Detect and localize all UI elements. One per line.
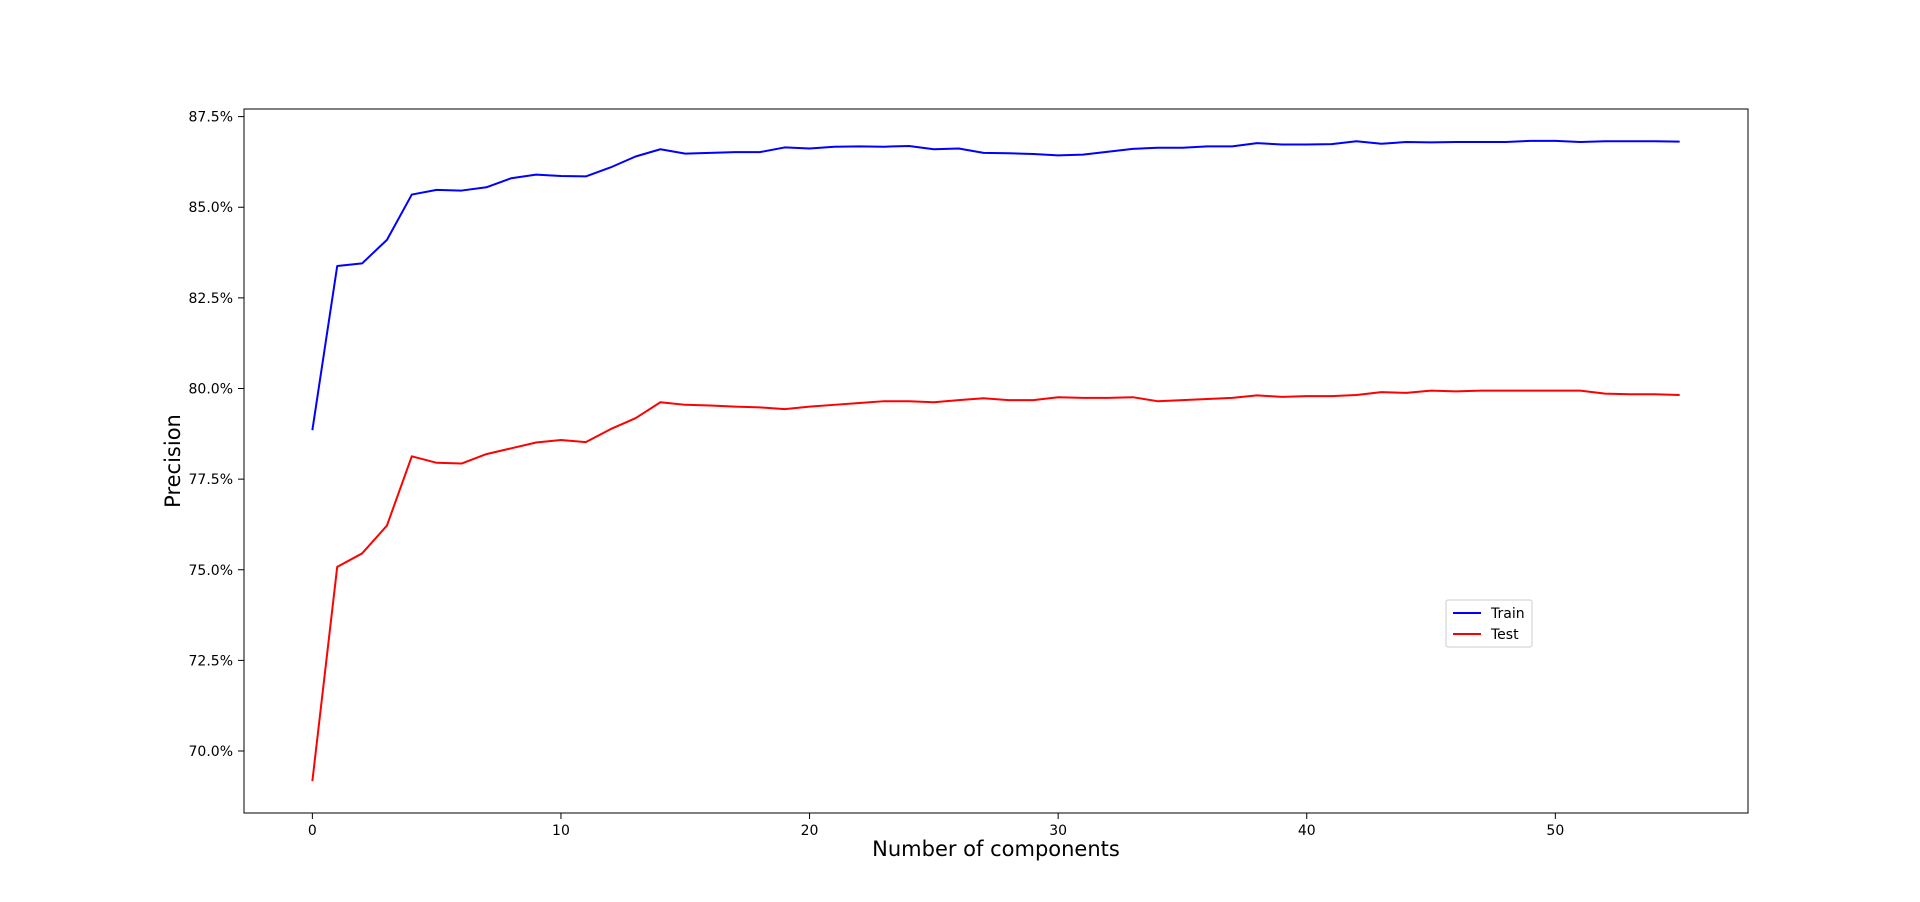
y-tick-label: 70.0%	[189, 744, 233, 760]
x-axis-label: Number of components	[872, 837, 1120, 861]
x-tick-label: 30	[1049, 823, 1067, 839]
legend-box	[1445, 599, 1533, 648]
series-line-test	[311, 389, 1680, 782]
x-tick-label: 10	[552, 823, 570, 839]
legend-test-label: Test	[1490, 627, 1519, 643]
series-line-train	[311, 139, 1680, 431]
y-axis-ticks: 70.0% 72.5% 75.0% 77.5% 80.0% 82.5% 85.0% 87.5%	[189, 110, 244, 760]
y-axis-label: Precision	[161, 414, 185, 508]
x-tick-label: 40	[1298, 823, 1316, 839]
legend: Train Test	[1445, 599, 1533, 648]
y-tick-label: 75.0%	[189, 563, 233, 579]
legend-train-label: Train	[1490, 606, 1525, 622]
x-tick-label: 50	[1546, 823, 1564, 839]
y-tick-label: 85.0%	[189, 200, 233, 216]
series-layer	[311, 139, 1680, 782]
x-tick-label: 0	[308, 823, 317, 839]
y-tick-label: 87.5%	[189, 110, 233, 126]
y-tick-label: 77.5%	[189, 472, 233, 488]
y-tick-label: 80.0%	[189, 381, 233, 397]
plot-frame	[243, 108, 1749, 814]
y-tick-label: 72.5%	[189, 653, 233, 669]
x-tick-label: 20	[801, 823, 819, 839]
y-tick-label: 82.5%	[189, 291, 233, 307]
x-axis-ticks: 0 10 20 30 40 50	[308, 813, 1564, 839]
